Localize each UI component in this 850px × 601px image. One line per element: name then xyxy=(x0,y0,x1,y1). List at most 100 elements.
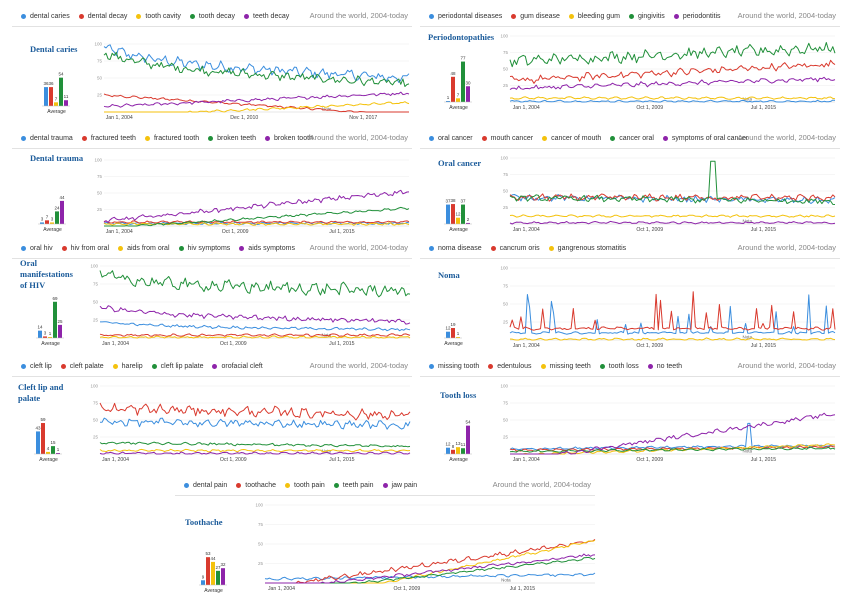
legend-label: cleft palate xyxy=(69,362,104,370)
y-tick-label: 100 xyxy=(255,503,263,508)
legend-item[interactable]: orofacial cleft xyxy=(212,363,263,370)
legend-item[interactable]: cancer of mouth xyxy=(542,135,601,142)
legend-item[interactable]: gangrenous stomatitis xyxy=(548,245,626,252)
x-tick-label: Oct 1, 2009 xyxy=(636,105,663,111)
average-value-label: 44 xyxy=(59,195,65,200)
average-value-label: 12 xyxy=(445,326,451,331)
legend-dot-icon xyxy=(61,245,67,251)
legend-dot-icon xyxy=(112,363,118,369)
legend-item[interactable]: missing teeth xyxy=(540,363,591,370)
legend: cleft lip cleft palate harelip cleft lip pa… xyxy=(12,356,412,377)
legend-label: dental pain xyxy=(193,481,228,489)
average-label: Average xyxy=(43,227,62,233)
legend-item[interactable]: symptoms of oral cancer xyxy=(662,134,749,142)
legend-item[interactable]: periodontal diseases xyxy=(429,13,502,20)
legend-label: oral cancer xyxy=(438,134,473,142)
legend-dot-icon xyxy=(429,135,434,141)
scope-note: Around the world, 2004-today xyxy=(737,11,836,20)
legend-item[interactable]: oral hiv xyxy=(21,245,53,252)
legend-item[interactable]: fractured teeth xyxy=(81,135,136,142)
chart-panel-p5: oral hiv hiv from oral aids from oral hiv s… xyxy=(12,238,412,358)
legend-item[interactable]: cancrum oris xyxy=(490,245,540,252)
legend-item[interactable]: cleft lip palate xyxy=(151,363,203,370)
legend-dot-icon xyxy=(540,363,546,369)
legend-item[interactable]: dental caries xyxy=(21,13,70,20)
y-tick-label: 50 xyxy=(93,418,99,423)
legend-label: dental trauma xyxy=(30,134,73,142)
legend-item[interactable]: dental trauma xyxy=(21,135,73,142)
legend-label: tooth decay xyxy=(198,12,236,20)
legend-item[interactable]: dental pain xyxy=(184,482,227,489)
legend-label: toothache xyxy=(245,481,277,489)
legend-dot-icon xyxy=(382,482,388,488)
legend-item[interactable]: dental decay xyxy=(78,13,127,20)
y-tick-label: 75 xyxy=(503,284,509,289)
legend-item[interactable]: toothache xyxy=(236,482,276,489)
average-bar xyxy=(56,453,60,454)
average-label: Average xyxy=(39,457,58,463)
legend-item[interactable]: gingivitis xyxy=(628,13,665,20)
legend-item[interactable]: broken tooth xyxy=(265,135,313,142)
series-line xyxy=(99,451,411,455)
legend-item[interactable]: teeth pain xyxy=(333,482,374,489)
legend-item[interactable]: teeth decay xyxy=(244,13,289,20)
legend-item[interactable]: aids from oral xyxy=(118,245,170,252)
legend-item[interactable]: tooth loss xyxy=(599,363,639,370)
x-tick-label: Jul 1, 2015 xyxy=(329,229,354,235)
legend-dot-icon xyxy=(511,13,517,19)
average-label: Average xyxy=(449,457,468,463)
legend-label: symptoms of oral cancer xyxy=(671,134,749,142)
average-bar xyxy=(43,336,47,338)
legend-item[interactable]: edentulous xyxy=(488,363,532,370)
legend-item[interactable]: tooth decay xyxy=(189,12,236,20)
legend: dental pain toothache tooth pain teeth pain… xyxy=(175,475,595,496)
legend-item[interactable]: cleft palate xyxy=(60,362,104,370)
legend-item[interactable]: oral cancer xyxy=(429,135,473,142)
average-label: Average xyxy=(204,588,223,594)
x-tick-label: Jul 1, 2015 xyxy=(751,457,776,463)
average-value-label: 36 xyxy=(48,81,54,86)
average-bar xyxy=(446,331,450,338)
legend-dot-icon xyxy=(429,245,434,251)
average-bar xyxy=(64,100,68,106)
average-value-label: 13 xyxy=(455,441,461,446)
legend-item[interactable]: noma disease xyxy=(429,245,482,252)
chart-title: Oral cancer xyxy=(438,158,482,168)
legend-item[interactable]: harelip xyxy=(112,363,143,370)
legend-item[interactable]: hiv symptoms xyxy=(178,245,230,252)
average-bar xyxy=(221,568,225,585)
legend-item[interactable]: jaw pain xyxy=(382,482,417,489)
chart-title: Tooth loss xyxy=(440,390,477,400)
legend-item[interactable]: bleeding gum xyxy=(568,13,620,20)
legend-item[interactable]: cancer oral xyxy=(610,135,654,142)
legend-item[interactable]: cleft lip xyxy=(21,363,52,370)
average-bar xyxy=(44,87,48,106)
legend-item[interactable]: aids symptoms xyxy=(239,245,295,252)
legend-label: broken tooth xyxy=(274,134,313,142)
legend-item[interactable]: gum disease xyxy=(511,13,560,20)
average-value-label: 4 xyxy=(47,446,50,451)
legend-item[interactable]: periodontitis xyxy=(673,13,721,20)
legend-item[interactable]: tooth cavity xyxy=(136,13,181,20)
legend-label: periodontal diseases xyxy=(438,12,503,20)
legend-item[interactable]: mouth cancer xyxy=(481,135,533,142)
y-tick-label: 25 xyxy=(93,318,99,323)
legend-label: cleft lip xyxy=(30,362,52,370)
legend: periodontal diseases gum disease bleeding … xyxy=(420,6,840,27)
legend-item[interactable]: no teeth xyxy=(647,363,682,370)
x-tick-label: Dec 1, 2010 xyxy=(230,115,258,121)
legend-item[interactable]: broken teeth xyxy=(208,135,256,142)
chart-panel-p4: oral cancer mouth cancer cancer of mouth ca… xyxy=(420,128,840,236)
chart-panel-p6: noma disease cancrum oris gangrenous stoma… xyxy=(420,238,840,358)
legend-item[interactable]: missing tooth xyxy=(429,363,479,370)
average-label: Average xyxy=(41,341,60,347)
legend-item[interactable]: hiv from oral xyxy=(61,245,109,252)
legend-item[interactable]: tooth pain xyxy=(285,482,325,489)
average-value-label: 12 xyxy=(455,212,461,217)
legend-item[interactable]: fractured tooth xyxy=(144,135,199,142)
legend-dot-icon xyxy=(184,482,189,488)
average-value-label: 32 xyxy=(220,562,226,567)
average-value-label: 11 xyxy=(64,94,69,99)
series-line xyxy=(100,321,411,332)
average-bar xyxy=(456,337,460,338)
